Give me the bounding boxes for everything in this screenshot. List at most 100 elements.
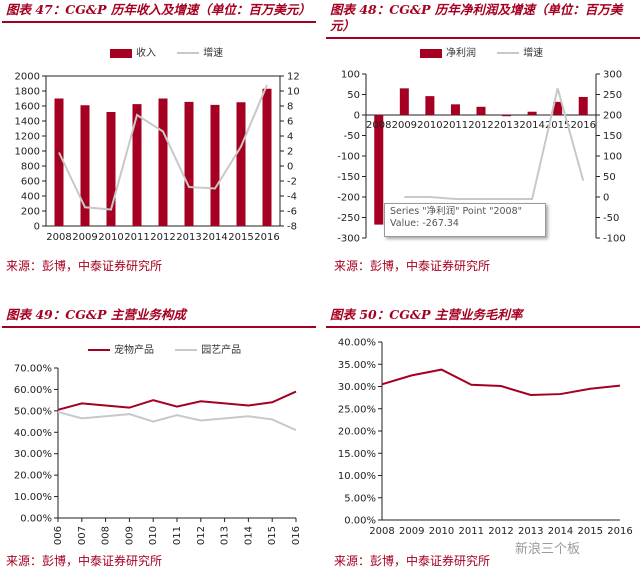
y-tick-label: -100 [337,152,360,163]
tooltip-series: Series "净利润" Point "2008" [390,206,523,217]
x-tick-label: 2009 [392,120,417,131]
y-tick-label: 1000 [15,147,40,158]
bar [399,88,409,115]
x-tick-label: 2012 [488,526,513,537]
panel-revenue: 图表 47：CG&P 历年收入及增速（单位：百万美元） [2,0,316,23]
y-tick-label: 400 [21,192,40,203]
y-tick-label: 50 [347,90,360,101]
y-tick-label: 40.00% [338,338,376,349]
y2-tick-label: -4 [287,192,297,203]
chart-legend: 净利润 增速 [420,44,561,59]
y-tick-label: 1600 [15,102,40,113]
y2-tick-label: 10 [287,87,300,98]
y-tick-label: 200 [21,207,40,218]
y-tick-label: -200 [337,193,360,204]
y2-tick-label: -8 [287,222,297,233]
legend-swatch-bar [110,48,132,58]
bar [578,96,588,115]
bar [184,101,194,226]
source-note: 来源：彭博，中泰证券研究所 [334,259,491,273]
y2-tick-label: 50 [603,172,616,183]
bar [262,88,272,226]
y-tick-label: 60.00% [14,385,52,396]
bar [158,98,168,226]
garden-line [57,410,297,432]
panel-net-profit: 图表 48：CG&P 历年净利润及增速（单位：百万美元） [326,0,640,39]
bar [236,102,246,226]
legend-label: 净利润 [446,48,476,59]
chart-title: 图表 47：CG&P 历年收入及增速（单位：百万美元） [2,0,316,23]
watermark-text: 新浪三个板 [515,542,581,557]
legend-swatch-bar [420,48,442,58]
x-tick-label: 2012 [196,526,207,546]
x-tick-label: 2015 [578,526,603,537]
legend-label: 收入 [136,48,156,59]
bar [54,98,64,226]
bar [476,106,486,115]
x-tick-label: 2008 [366,120,391,131]
bar [502,115,512,117]
chart-legend: 宠物产品 园艺产品 [88,341,259,356]
y-tick-label: 30.00% [338,382,376,393]
x-tick-label: 2016 [291,526,302,546]
y2-tick-label: 150 [603,131,622,142]
y-tick-label: 10.00% [14,492,52,503]
x-tick-label: 2012 [468,120,493,131]
chart-legend: 收入 增速 [110,44,241,59]
y2-tick-label: -6 [287,207,297,218]
bar [132,104,142,226]
x-tick-label: 2016 [254,232,279,243]
x-tick-label: 2009 [72,232,97,243]
x-tick-label: 2012 [150,232,175,243]
y-tick-label: 30.00% [14,449,52,460]
x-tick-label: 2008 [101,526,112,546]
y-tick-label: 1400 [15,117,40,128]
bar [527,111,537,115]
x-tick-label: 2011 [124,232,149,243]
y-tick-label: 100 [341,70,360,81]
legend-label: 宠物产品 [114,345,154,356]
y2-tick-label: 12 [287,72,300,83]
y2-tick-label: 250 [603,90,622,101]
y2-tick-label: 0 [603,193,609,204]
y-tick-label: -150 [337,172,360,183]
source-note: 来源：彭博，中泰证券研究所 [6,259,163,273]
y-tick-label: 50.00% [14,406,52,417]
x-tick-label: 2008 [369,526,394,537]
x-tick-label: 2014 [243,526,254,546]
y-tick-label: 20.00% [14,471,52,482]
panel-gross-margin: 图表 50：CG&P 主营业务毛利率 [326,305,640,328]
chart-gross-margin: 0.00% 5.00% 10.00% 15.00% 20.00% 25.00% 30.00%… [338,338,633,538]
y-tick-label: 40.00% [14,428,52,439]
y-tick-label: 70.00% [14,364,52,375]
y-tick-label: 35.00% [338,360,376,371]
x-tick-label: 2009 [124,526,135,546]
bar [425,96,435,115]
chart-title: 图表 48：CG&P 历年净利润及增速（单位：百万美元） [326,0,640,39]
y-tick-label: 600 [21,177,40,188]
y2-tick-label: 300 [603,70,622,81]
chart-revenue: 0 200 400 600 800 1000 1200 1400 1600 1800 2000 -8 -… [15,72,300,244]
y-tick-label: 800 [21,162,40,173]
x-tick-label: 2010 [98,232,123,243]
x-tick-label: 2014 [519,120,544,131]
bar [553,101,563,115]
bar [210,104,220,226]
x-tick-label: 2007 [77,526,88,546]
y-tick-label: 1200 [15,132,40,143]
x-tick-label: 2016 [607,526,632,537]
bar [374,115,384,225]
y-tick-label: 0 [34,222,40,233]
y2-tick-label: 100 [603,152,622,163]
y-tick-label: -50 [344,131,360,142]
x-tick-label: 2015 [267,526,278,546]
x-tick-label: 2011 [459,526,484,537]
x-tick-label: 2013 [518,526,543,537]
x-tick-label: 2013 [494,120,519,131]
y-tick-label: 5.00% [344,493,376,504]
margin-line [381,368,621,396]
y-tick-label: 0 [354,111,360,122]
x-tick-label: 2016 [570,120,595,131]
y-tick-label: 0.00% [20,514,52,525]
x-tick-label: 2014 [548,526,573,537]
